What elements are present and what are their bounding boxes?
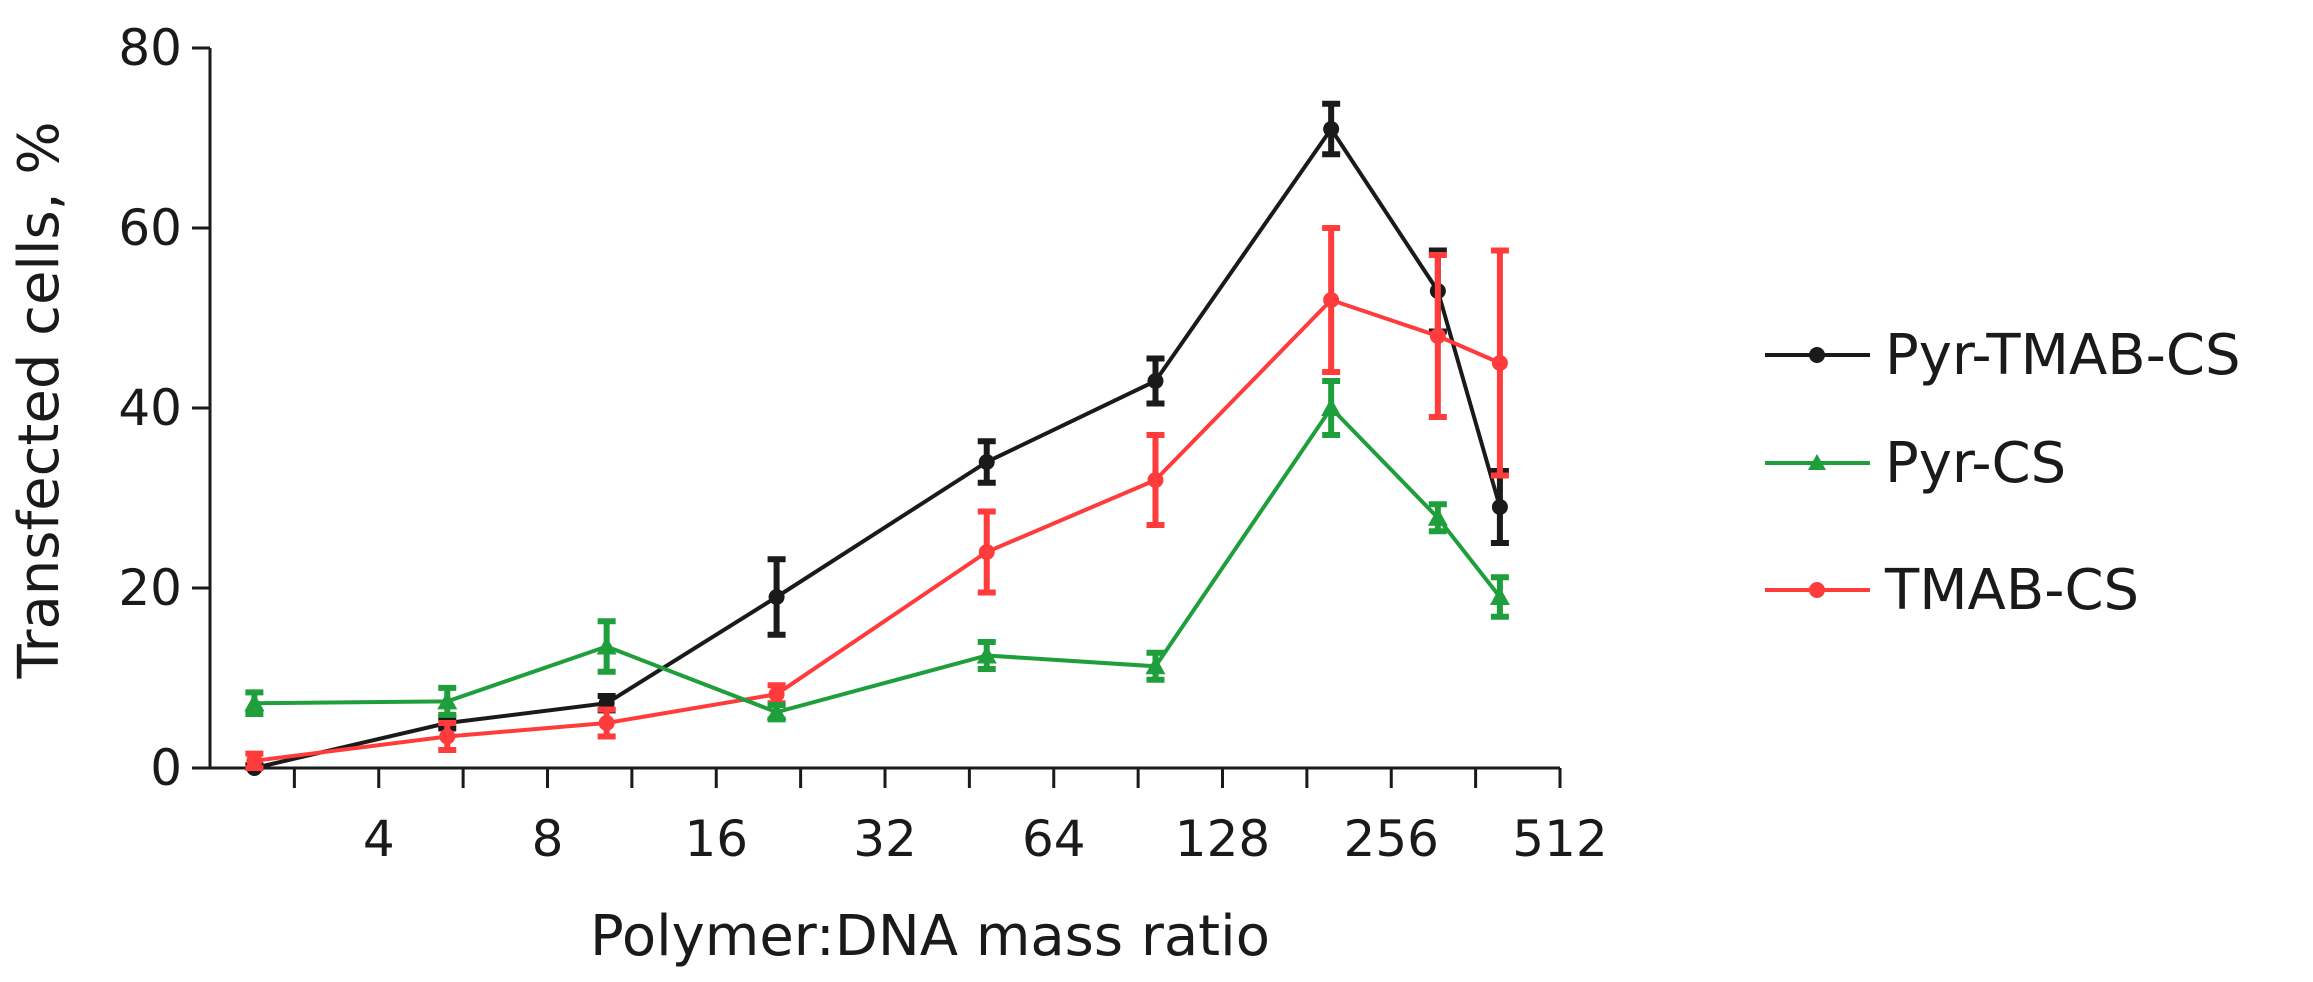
y-tick-label: 0	[150, 739, 182, 797]
data-point	[768, 686, 785, 703]
data-point	[244, 693, 265, 712]
data-point	[1491, 499, 1508, 515]
data-point	[766, 702, 787, 721]
x-tick-label: 64	[1022, 810, 1086, 868]
x-tick-label: 256	[1344, 810, 1439, 868]
data-point	[1429, 328, 1446, 344]
data-point	[437, 691, 458, 710]
x-tick-label: 512	[1512, 810, 1607, 868]
legend: Pyr-TMAB-CS Pyr-CS TMAB-CS	[1765, 323, 2241, 623]
data-point	[1489, 587, 1510, 605]
data-point	[976, 645, 997, 664]
series-pyr-tmab-cs	[245, 100, 1509, 776]
y-tick-label: 80	[118, 19, 182, 77]
data-point	[246, 752, 263, 769]
legend-label: Pyr-CS	[1885, 431, 2066, 496]
y-tick-label: 40	[118, 379, 182, 437]
data-point	[1323, 292, 1340, 308]
legend-marker	[1809, 347, 1825, 363]
data-point	[1321, 398, 1342, 416]
legend-item: Pyr-CS	[1765, 431, 2066, 496]
legend-item: Pyr-TMAB-CS	[1765, 323, 2241, 388]
data-point	[1147, 472, 1164, 488]
data-point	[1491, 355, 1508, 371]
x-tick-label: 4	[363, 810, 395, 868]
y-tick-label: 60	[118, 199, 182, 257]
x-tick-label: 8	[532, 810, 564, 868]
legend-marker	[1808, 454, 1826, 470]
x-tick-label: 16	[684, 810, 748, 868]
data-point	[1145, 656, 1166, 675]
series-line	[254, 404, 1502, 715]
data-point	[439, 728, 456, 745]
data-point	[1427, 507, 1448, 526]
legend-label: Pyr-TMAB-CS	[1885, 323, 2241, 388]
data-point	[1147, 373, 1164, 389]
data-point	[598, 715, 615, 731]
x-tick-label: 128	[1175, 810, 1270, 868]
data-point	[1323, 121, 1340, 137]
data-point	[978, 454, 995, 470]
series-line	[253, 125, 1502, 770]
series-layer	[244, 100, 1510, 776]
x-axis-title: Polymer:DNA mass ratio	[590, 904, 1270, 969]
y-tick-label: 20	[118, 559, 182, 617]
data-point	[596, 636, 617, 655]
data-point	[768, 589, 785, 605]
legend-marker	[1809, 582, 1825, 598]
legend-label: TMAB-CS	[1884, 558, 2139, 623]
series-tmab-cs	[245, 225, 1509, 771]
y-axis-title: Transfected cells, %	[7, 121, 72, 679]
data-point	[978, 544, 995, 560]
series-pyr-cs	[244, 378, 1510, 723]
x-tick-label: 32	[853, 810, 917, 868]
legend-item: TMAB-CS	[1765, 558, 2139, 623]
